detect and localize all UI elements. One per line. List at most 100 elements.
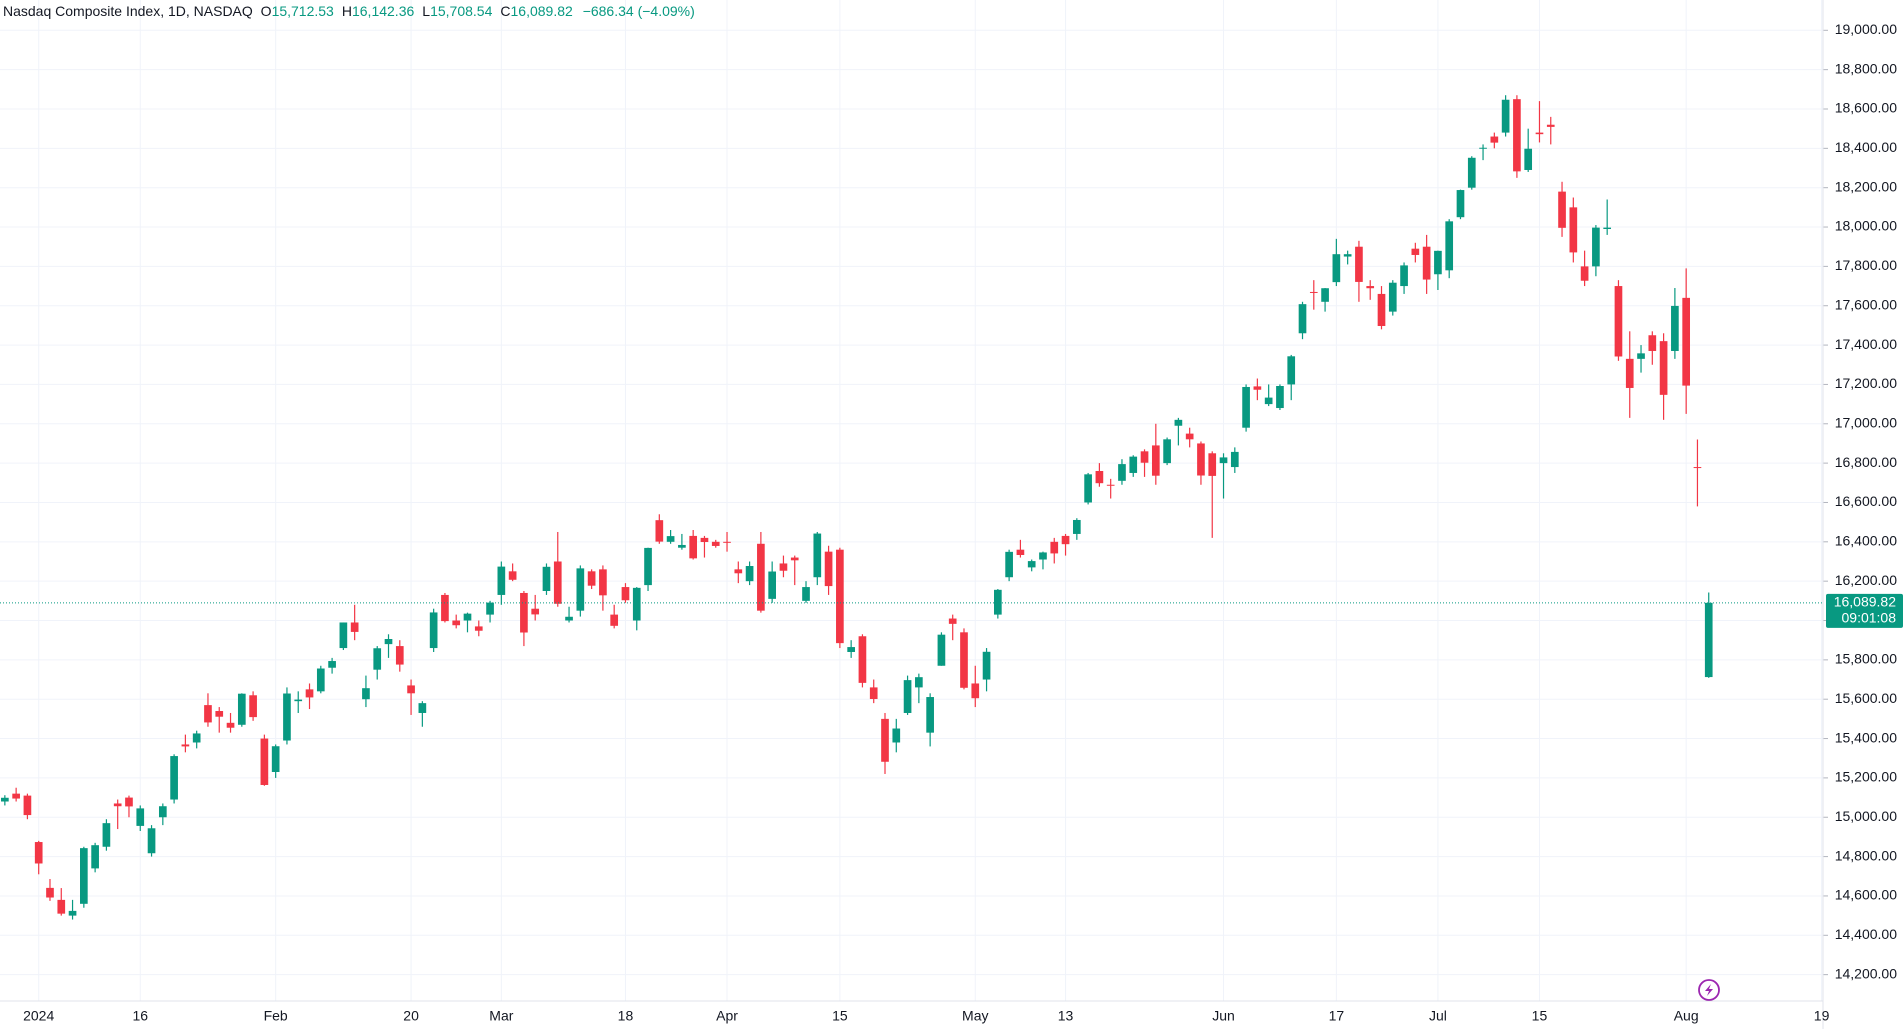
candle-body: [915, 677, 923, 688]
candle-body: [666, 536, 675, 542]
candle-body: [1535, 132, 1544, 135]
candle-body: [373, 648, 382, 670]
y-tick-label: 16,200.00: [1835, 572, 1897, 588]
x-tick-label: 19: [1814, 1008, 1830, 1024]
candle-body: [1704, 602, 1713, 678]
candle-body: [441, 594, 449, 622]
candle-body: [1343, 254, 1352, 257]
legend-value: 15,712.53: [271, 3, 334, 19]
candle-body: [102, 823, 111, 847]
candle-body: [655, 520, 664, 542]
candle-body: [1377, 293, 1386, 326]
x-tick-label: Jun: [1212, 1008, 1235, 1024]
candle-body: [508, 571, 517, 580]
candle-body: [779, 563, 788, 571]
candle-body: [587, 571, 596, 586]
y-tick-label: 18,200.00: [1835, 178, 1897, 194]
candle-body: [599, 569, 607, 596]
candle-body: [46, 887, 54, 898]
candle-body: [881, 718, 889, 762]
legend-key: O: [260, 3, 272, 19]
candle-body: [1197, 443, 1205, 476]
candle-body: [316, 668, 325, 692]
candle-body: [1163, 439, 1171, 464]
candle-body: [790, 557, 799, 561]
candle-body: [1298, 304, 1307, 334]
y-tick-label: 15,000.00: [1835, 808, 1897, 824]
legend-key: H: [341, 3, 352, 19]
candle-body: [1253, 386, 1262, 390]
candle-body: [283, 693, 291, 741]
candle-body: [1095, 470, 1104, 484]
candle-body: [1016, 549, 1025, 555]
candle-body: [1456, 190, 1465, 218]
candle-body: [1625, 358, 1634, 388]
candle-body: [1490, 136, 1499, 143]
labels: 14,200.00 14,400.00 14,600.00 14,800.00 15,0…: [23, 21, 1903, 1024]
candle-body: [1242, 386, 1250, 428]
candle-body: [1637, 353, 1645, 359]
y-tick-label: 14,400.00: [1835, 926, 1897, 942]
candle-body: [1039, 552, 1047, 560]
candle-body: [576, 568, 585, 611]
y-tick-label: 18,600.00: [1835, 100, 1897, 116]
candle-body: [1558, 191, 1566, 228]
candle-body: [1479, 147, 1487, 149]
x-tick-label: 16: [132, 1008, 148, 1024]
candle-body: [1084, 474, 1092, 503]
candle-body: [12, 793, 20, 799]
legend-key: C: [500, 3, 511, 19]
legend-value: 15,708.54: [430, 3, 493, 19]
candle-body: [249, 695, 257, 718]
candle-body: [1501, 99, 1510, 133]
candle-body: [1151, 445, 1160, 476]
x-tick-label: 13: [1058, 1008, 1074, 1024]
candle-body: [147, 828, 156, 854]
y-tick-label: 15,400.00: [1835, 729, 1897, 745]
candle-body: [362, 688, 370, 700]
candle-body: [745, 566, 754, 582]
candle-body: [520, 592, 528, 633]
candle-body: [553, 561, 562, 604]
candle-body: [463, 613, 472, 621]
candle-body: [937, 634, 946, 666]
x-tick-label: 20: [403, 1008, 419, 1024]
y-tick-label: 14,600.00: [1835, 887, 1897, 903]
candle-body: [407, 685, 415, 694]
y-tick-label: 17,800.00: [1835, 257, 1897, 273]
candle-body: [1027, 561, 1036, 568]
candle-body: [982, 651, 991, 680]
candle-body: [91, 845, 99, 869]
candle-body: [215, 711, 224, 717]
candle-body: [768, 571, 776, 599]
candle-body: [486, 602, 494, 615]
candle-body: [34, 842, 43, 864]
candle-body: [497, 566, 506, 595]
candle-body: [181, 744, 190, 747]
candle-body: [1185, 433, 1194, 440]
candle-body: [204, 705, 212, 723]
candle-body: [1411, 248, 1420, 255]
candle-body: [1569, 207, 1578, 253]
candle-body: [1230, 451, 1239, 468]
y-tick-label: 16,600.00: [1835, 493, 1897, 509]
candle-body: [57, 899, 66, 914]
candle-body: [847, 647, 855, 652]
candle-body: [1129, 456, 1138, 473]
y-tick-label: 19,000.00: [1835, 21, 1897, 37]
candle-body: [136, 808, 145, 826]
candle-body: [350, 622, 359, 632]
lightning-icon[interactable]: [1698, 979, 1720, 1001]
candle-body: [1005, 551, 1013, 578]
candle-body: [1118, 464, 1126, 481]
candle-body: [531, 608, 540, 615]
candle-body: [994, 589, 1002, 615]
candle-body: [892, 728, 901, 743]
candle-body: [1671, 305, 1679, 351]
y-tick-label: 15,800.00: [1835, 651, 1897, 667]
candle-body: [1648, 335, 1657, 351]
candle-body: [192, 733, 201, 743]
y-tick-label: 16,400.00: [1835, 533, 1897, 549]
candle-body: [294, 699, 303, 702]
candle-body: [1546, 124, 1555, 127]
